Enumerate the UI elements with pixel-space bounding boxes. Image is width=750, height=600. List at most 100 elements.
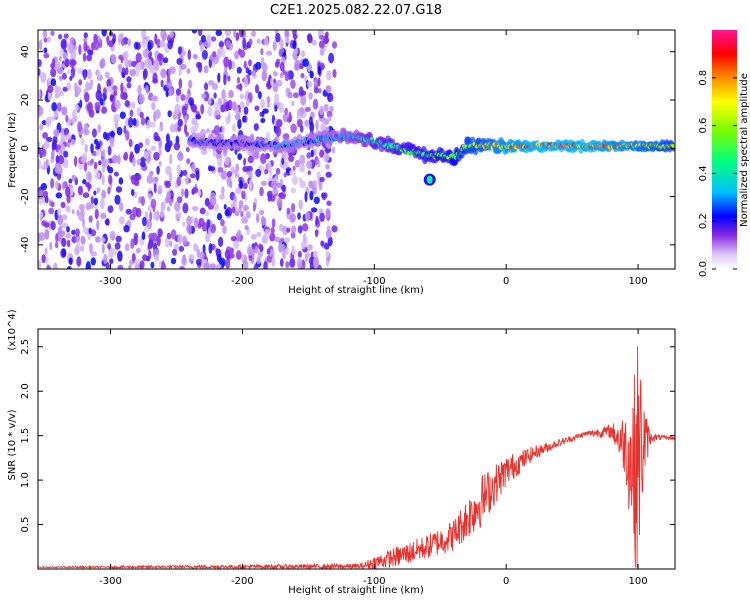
noise-cell — [308, 116, 313, 126]
noise-cell — [296, 258, 303, 269]
noise-cell — [318, 88, 322, 94]
noise-cell — [328, 52, 335, 64]
noise-cell — [242, 37, 247, 49]
noise-cell — [223, 74, 227, 86]
noise-cell — [304, 119, 310, 128]
noise-cell — [78, 79, 83, 86]
noise-cell — [254, 105, 260, 111]
noise-cell — [166, 232, 172, 240]
noise-cell — [135, 247, 141, 254]
noise-cell — [82, 179, 87, 185]
noise-cell — [231, 206, 236, 214]
noise-cell — [154, 254, 160, 262]
noise-cell — [325, 164, 330, 170]
noise-cell — [168, 198, 173, 207]
noise-cell — [245, 211, 251, 219]
noise-cell — [197, 189, 202, 197]
noise-cell — [63, 33, 69, 39]
noise-cell — [204, 82, 209, 91]
noise-cell — [42, 30, 48, 38]
noise-cell — [147, 193, 152, 200]
noise-cell — [112, 85, 118, 91]
noise-cell — [279, 61, 285, 72]
noise-cell — [120, 56, 124, 64]
noise-cell — [302, 223, 309, 232]
noise-cell — [83, 32, 89, 39]
noise-cell — [103, 253, 108, 265]
noise-cell — [76, 256, 82, 267]
noise-cell — [61, 237, 67, 247]
noise-cell — [71, 229, 76, 235]
noise-cell — [304, 252, 311, 258]
noise-cell — [292, 40, 297, 50]
noise-cell — [191, 30, 197, 34]
noise-cell — [269, 232, 276, 242]
noise-cell — [101, 106, 108, 114]
y-tick-label: 2.5 — [20, 339, 31, 355]
noise-cell — [177, 233, 183, 245]
noise-cell — [182, 202, 189, 214]
noise-cell — [168, 172, 173, 183]
noise-cell — [199, 44, 204, 52]
noise-cell — [199, 251, 205, 260]
noise-cell — [154, 33, 158, 45]
noise-cell — [87, 68, 92, 80]
y-tick-label: 0 — [20, 145, 31, 151]
noise-cell — [280, 244, 286, 252]
noise-cell — [90, 158, 94, 164]
noise-cell — [187, 49, 192, 61]
noise-cell — [101, 243, 105, 254]
noise-cell — [88, 215, 93, 223]
noise-cell — [173, 110, 177, 116]
noise-cell — [291, 203, 296, 213]
noise-cell — [308, 181, 315, 189]
noise-cell — [46, 265, 51, 269]
noise-cell — [247, 69, 252, 76]
noise-cell — [80, 156, 87, 163]
noise-cell — [306, 152, 312, 159]
noise-cell — [55, 192, 63, 199]
noise-cell — [102, 131, 108, 140]
noise-cell — [100, 237, 106, 243]
noise-cell — [297, 250, 302, 258]
noise-cell — [185, 131, 189, 137]
noise-cell — [101, 189, 107, 199]
noise-cell — [146, 218, 153, 230]
noise-cell — [63, 150, 69, 158]
noise-cell — [118, 63, 123, 74]
noise-cell — [107, 85, 113, 93]
noise-cell — [118, 177, 124, 185]
noise-cell — [255, 168, 262, 178]
noise-cell — [284, 30, 289, 38]
noise-cell — [319, 149, 325, 158]
noise-cell — [82, 192, 90, 199]
noise-cell — [296, 108, 301, 120]
noise-cell — [289, 169, 296, 176]
noise-cell — [224, 30, 232, 37]
snr-marks — [38, 346, 675, 569]
noise-cell — [195, 114, 202, 120]
noise-cell — [184, 115, 188, 125]
noise-cell — [69, 75, 73, 81]
y-tick-label: 20 — [20, 94, 31, 107]
noise-cell — [84, 92, 90, 103]
noise-cell — [49, 241, 53, 251]
noise-cell — [256, 213, 260, 224]
noise-cell — [142, 254, 148, 262]
noise-cell — [141, 38, 148, 48]
noise-cell — [54, 241, 59, 249]
noise-cell — [221, 125, 225, 135]
noise-cell — [260, 153, 267, 165]
noise-cell — [137, 84, 142, 96]
noise-cell — [41, 254, 46, 264]
noise-cell — [260, 180, 267, 186]
noise-cell — [239, 101, 245, 109]
noise-cell — [220, 170, 227, 180]
noise-cell — [124, 58, 129, 70]
noise-cell — [109, 230, 116, 240]
noise-cell — [59, 90, 64, 97]
noise-cell — [129, 109, 134, 117]
noise-cell — [85, 81, 90, 91]
noise-cell — [299, 90, 307, 96]
noise-cell — [294, 159, 300, 168]
